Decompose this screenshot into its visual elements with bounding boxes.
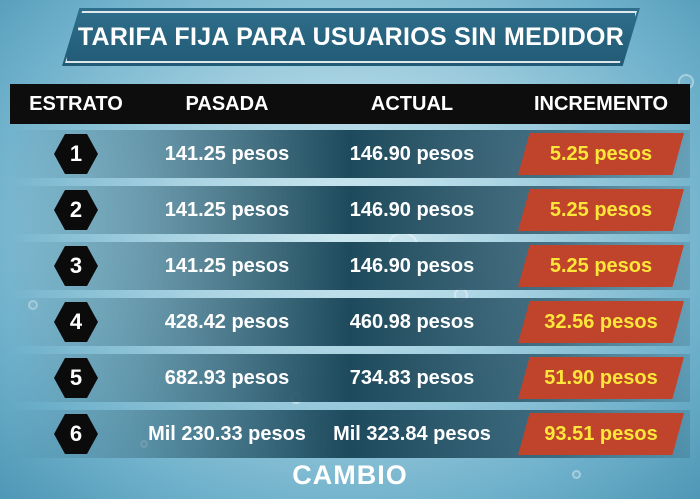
actual-value: 146.90 pesos	[349, 254, 475, 277]
estrato-badge: 4	[54, 302, 98, 342]
actual-value: Mil 323.84 pesos	[333, 422, 491, 445]
title-banner: TARIFA FIJA PARA USUARIOS SIN MEDIDOR	[62, 8, 640, 66]
table-header: ESTRATO PASADA ACTUAL INCREMENTO	[10, 84, 690, 124]
cambio-logo: CAMBIO	[292, 460, 408, 490]
pasada-value: 428.42 pesos	[164, 310, 290, 333]
incremento-value: 32.56 pesos	[518, 301, 684, 343]
table-row: 2 141.25 pesos 146.90 pesos 5.25 pesos	[10, 186, 690, 234]
incremento-value: 93.51 pesos	[518, 413, 684, 455]
incremento-value: 5.25 pesos	[518, 133, 684, 175]
table-row: 6 Mil 230.33 pesos Mil 323.84 pesos 93.5…	[10, 410, 690, 458]
table-row: 4 428.42 pesos 460.98 pesos 32.56 pesos	[10, 298, 690, 346]
header-actual: ACTUAL	[370, 92, 454, 115]
header-estrato: ESTRATO	[29, 92, 123, 115]
estrato-badge: 3	[54, 246, 98, 286]
estrato-badge: 5	[54, 358, 98, 398]
pasada-value: 141.25 pesos	[164, 254, 290, 277]
header-incremento: INCREMENTO	[533, 92, 669, 115]
page-title: TARIFA FIJA PARA USUARIOS SIN MEDIDOR	[77, 22, 625, 51]
table-row: 1 141.25 pesos 146.90 pesos 5.25 pesos	[10, 130, 690, 178]
table-row: 5 682.93 pesos 734.83 pesos 51.90 pesos	[10, 354, 690, 402]
pasada-value: 682.93 pesos	[164, 366, 290, 389]
estrato-badge: 6	[54, 414, 98, 454]
actual-value: 460.98 pesos	[349, 310, 475, 333]
actual-value: 734.83 pesos	[349, 366, 475, 389]
table-row: 3 141.25 pesos 146.90 pesos 5.25 pesos	[10, 242, 690, 290]
pasada-value: 141.25 pesos	[164, 198, 290, 221]
actual-value: 146.90 pesos	[349, 142, 475, 165]
incremento-value: 51.90 pesos	[518, 357, 684, 399]
incremento-value: 5.25 pesos	[518, 245, 684, 287]
bubble-decoration	[572, 470, 581, 479]
header-pasada: PASADA	[185, 92, 269, 115]
estrato-badge: 1	[54, 134, 98, 174]
actual-value: 146.90 pesos	[349, 198, 475, 221]
pasada-value: 141.25 pesos	[164, 142, 290, 165]
estrato-badge: 2	[54, 190, 98, 230]
pasada-value: Mil 230.33 pesos	[148, 422, 306, 445]
incremento-value: 5.25 pesos	[518, 189, 684, 231]
